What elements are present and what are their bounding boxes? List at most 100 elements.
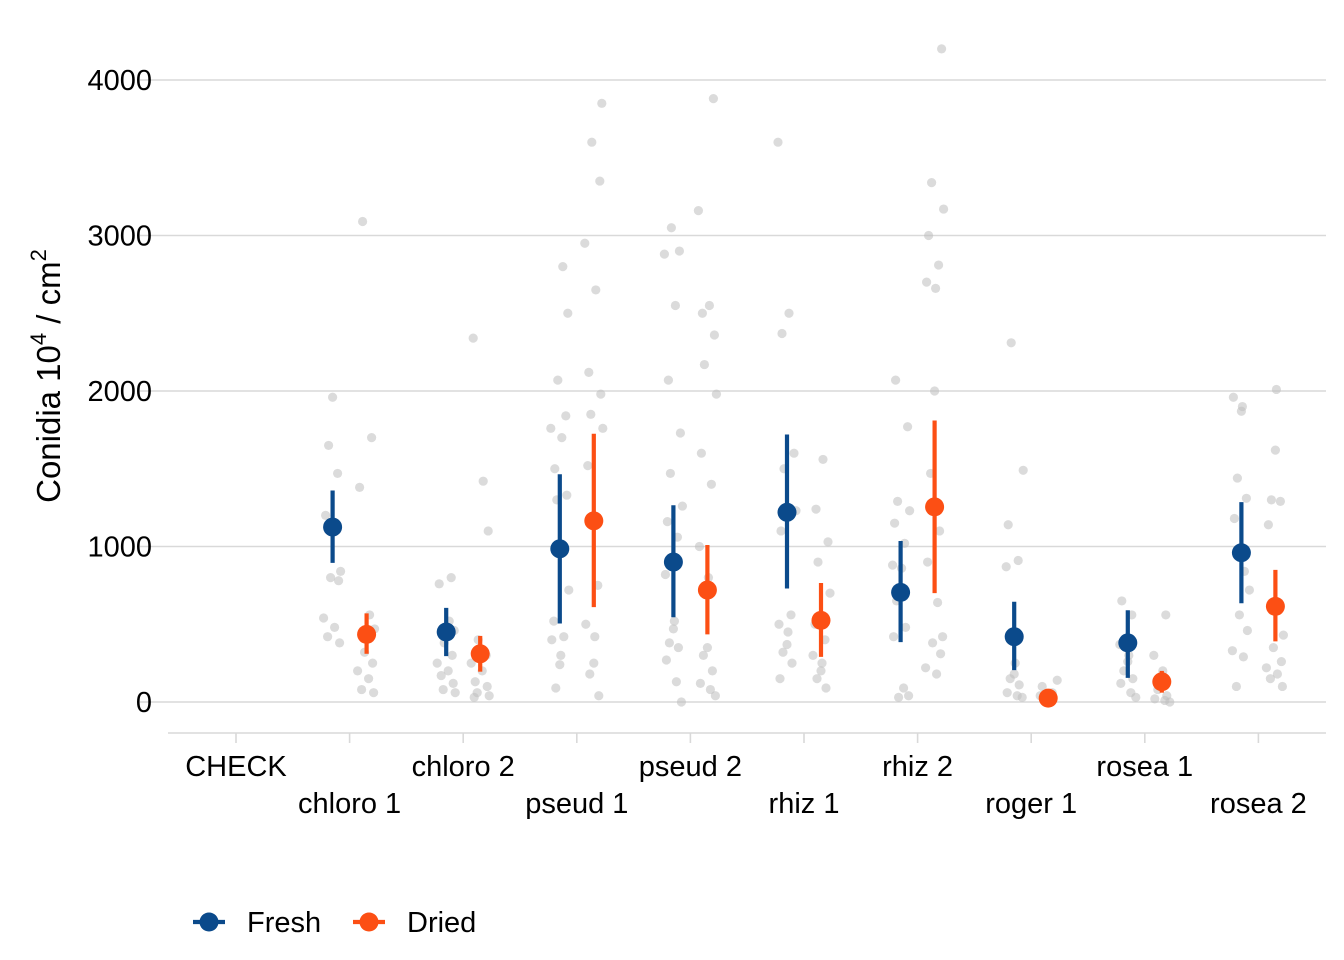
raw-point (596, 389, 606, 399)
raw-point (704, 300, 715, 311)
raw-point (921, 663, 931, 673)
raw-point (1236, 406, 1246, 416)
raw-point (670, 300, 681, 311)
raw-point (708, 94, 719, 104)
raw-point (448, 678, 458, 688)
raw-point (782, 639, 792, 650)
x-tick-label-2: chloro 2 (412, 751, 515, 783)
raw-point (559, 632, 569, 642)
raw-point (699, 359, 710, 370)
raw-point (328, 392, 338, 402)
mean-point-fresh-7 (1004, 627, 1024, 647)
raw-point (669, 616, 680, 626)
raw-point (1234, 610, 1244, 620)
raw-point (1263, 520, 1273, 530)
raw-point (927, 178, 937, 188)
raw-point (358, 216, 368, 227)
raw-point (664, 638, 675, 648)
raw-point (551, 683, 561, 693)
raw-point (1231, 681, 1241, 692)
raw-point (557, 433, 567, 443)
raw-point (889, 632, 899, 642)
raw-point (597, 98, 607, 108)
raw-point (319, 613, 329, 623)
raw-point (813, 557, 823, 567)
raw-point (466, 658, 476, 668)
raw-point (355, 482, 365, 493)
raw-point (581, 619, 591, 629)
raw-point (1238, 652, 1248, 662)
raw-point (816, 666, 826, 676)
raw-point (784, 308, 794, 318)
raw-point (558, 262, 568, 272)
raw-point (928, 638, 938, 648)
raw-point (357, 684, 367, 695)
raw-point (1017, 692, 1027, 702)
raw-point (931, 283, 941, 293)
raw-point (438, 684, 448, 695)
raw-point (1117, 596, 1127, 606)
raw-point (821, 683, 831, 693)
raw-point (711, 389, 722, 399)
raw-point (662, 517, 673, 527)
raw-point (589, 658, 599, 668)
raw-point (321, 510, 331, 520)
x-tick-label-0: CHECK (185, 751, 287, 783)
y-tick-label-1000: 1000 (87, 532, 152, 564)
raw-point (922, 277, 932, 287)
raw-point (564, 585, 574, 595)
raw-point (1241, 493, 1251, 503)
raw-point (811, 504, 821, 514)
x-tick-label-3: pseud 1 (525, 788, 628, 820)
raw-point (899, 683, 909, 693)
raw-point (434, 579, 444, 589)
raw-point (1268, 642, 1278, 653)
raw-point (326, 573, 336, 583)
raw-point (775, 674, 785, 684)
raw-point (786, 610, 796, 620)
raw-point (561, 411, 571, 421)
raw-point (369, 688, 379, 698)
raw-point (563, 308, 573, 318)
mean-point-dried-1 (357, 624, 377, 644)
raw-point (333, 468, 343, 479)
raw-point (580, 238, 590, 248)
raw-point (1229, 513, 1239, 524)
gridlines (140, 79, 1326, 703)
raw-point (904, 691, 914, 701)
raw-point (698, 650, 709, 660)
raw-point (1128, 674, 1138, 684)
raw-point (1037, 681, 1047, 692)
legend: Fresh Dried (193, 907, 476, 939)
x-tick-label-5: rhiz 1 (769, 788, 840, 820)
raw-point (924, 230, 934, 241)
raw-point (697, 308, 708, 318)
raw-point (706, 479, 717, 489)
raw-point (1227, 646, 1237, 656)
raw-point (1001, 562, 1011, 572)
raw-point (598, 423, 608, 433)
raw-point (483, 526, 493, 536)
raw-point (583, 461, 593, 471)
raw-point (1270, 445, 1280, 455)
raw-point (891, 375, 901, 385)
mean-point-fresh-6 (891, 582, 911, 602)
mean-point-fresh-9 (1231, 543, 1251, 563)
raw-point (675, 428, 686, 438)
mean-point-fresh-8 (1118, 633, 1138, 653)
raw-point (364, 674, 374, 684)
raw-point (546, 423, 556, 433)
y-axis-title: Conidia 104 / cm2 (26, 249, 67, 503)
raw-point (812, 674, 822, 684)
raw-point (696, 448, 707, 458)
raw-point (1265, 674, 1275, 684)
raw-point (932, 669, 942, 679)
raw-point (709, 330, 720, 340)
raw-point (585, 669, 595, 679)
mean-point-fresh-3 (550, 539, 570, 559)
y-tick-label-2000: 2000 (87, 376, 152, 408)
raw-point (695, 678, 706, 688)
raw-point (778, 647, 788, 657)
raw-point (1014, 680, 1024, 690)
raw-point (590, 632, 600, 642)
